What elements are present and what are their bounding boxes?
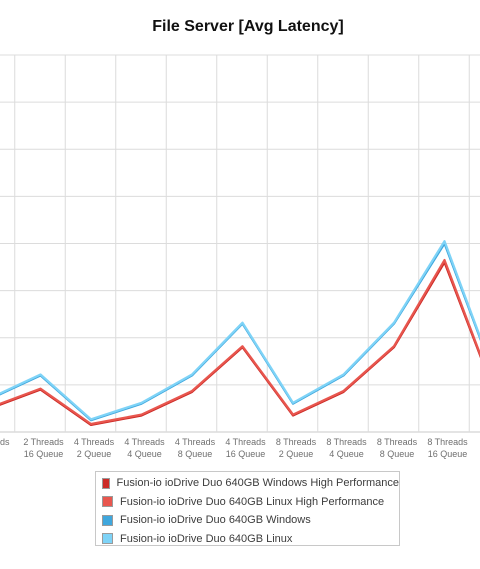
x-tick-label: Threads bbox=[0, 437, 10, 447]
legend-label: Fusion-io ioDrive Duo 640GB Windows bbox=[120, 514, 311, 527]
series-line-4 bbox=[0, 240, 480, 421]
legend-item: Fusion-io ioDrive Duo 640GB Windows bbox=[102, 511, 399, 530]
x-tick-label: 2 Queue bbox=[279, 449, 314, 459]
x-tick-label: 8 Queue bbox=[178, 449, 213, 459]
legend-swatch bbox=[102, 477, 110, 489]
x-tick-label: 8 Queue bbox=[380, 449, 415, 459]
legend: Fusion-io ioDrive Duo 640GB Windows High… bbox=[95, 471, 400, 546]
x-tick-label: 4 Threads bbox=[175, 437, 216, 447]
series-line-3 bbox=[0, 242, 480, 422]
legend-item: Fusion-io ioDrive Duo 640GB Linux High P… bbox=[102, 493, 399, 512]
legend-swatch bbox=[102, 514, 113, 526]
x-tick-label: 16 Queue bbox=[24, 449, 64, 459]
legend-swatch bbox=[102, 496, 113, 508]
legend-item: Fusion-io ioDrive Duo 640GB Linux bbox=[102, 530, 399, 549]
legend-label: Fusion-io ioDrive Duo 640GB Linux High P… bbox=[120, 495, 385, 508]
series-layer bbox=[0, 240, 480, 427]
legend-item: Fusion-io ioDrive Duo 640GB Windows High… bbox=[102, 474, 399, 493]
legend-swatch bbox=[102, 533, 113, 545]
x-tick-label: 4 Threads bbox=[124, 437, 165, 447]
series-line-2 bbox=[0, 258, 480, 426]
legend-label: Fusion-io ioDrive Duo 640GB Linux bbox=[120, 532, 293, 545]
x-tick-label: 8 Threads bbox=[377, 437, 418, 447]
x-tick-label: 4 Queue bbox=[329, 449, 364, 459]
x-tick-label: 16 Queue bbox=[428, 449, 468, 459]
x-tick-label: 2 Threads bbox=[23, 437, 64, 447]
chart-title: File Server [Avg Latency] bbox=[152, 18, 344, 35]
x-tick-label: 8 Threads bbox=[276, 437, 317, 447]
x-tick-label: 2 Queue bbox=[77, 449, 112, 459]
x-tick-label: 4 Threads bbox=[225, 437, 266, 447]
x-tick-label: 16 Queue bbox=[226, 449, 266, 459]
x-tick-label: 8 Threads bbox=[326, 437, 367, 447]
x-tick-label: 4 Queue bbox=[127, 449, 162, 459]
series-line-1 bbox=[0, 261, 480, 427]
x-tick-label: 8 Threads bbox=[427, 437, 468, 447]
grid-layer bbox=[0, 54, 480, 433]
x-tick-label: 4 Threads bbox=[74, 437, 115, 447]
legend-label: Fusion-io ioDrive Duo 640GB Windows High… bbox=[116, 477, 399, 490]
